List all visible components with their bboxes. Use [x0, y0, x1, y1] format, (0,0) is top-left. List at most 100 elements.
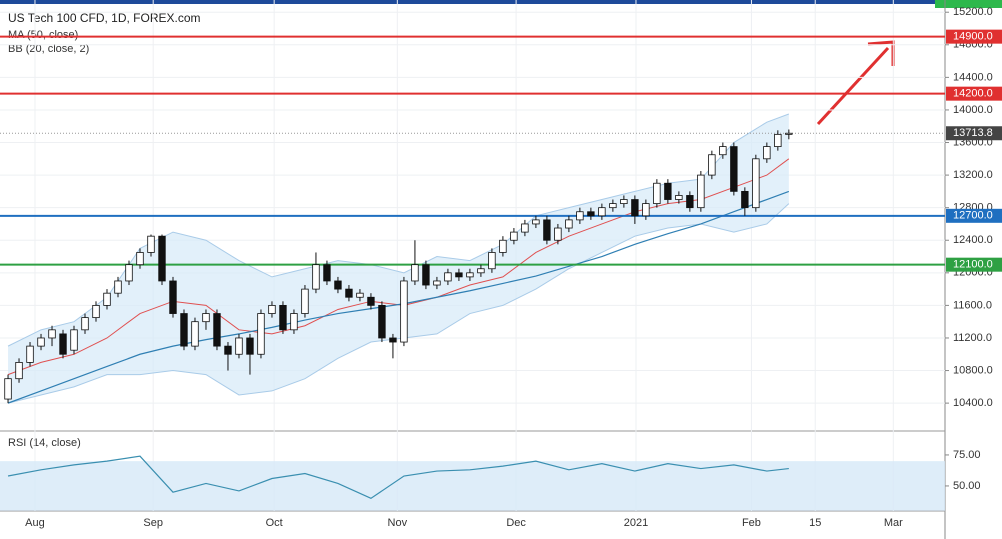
- level-badge: [946, 257, 1002, 272]
- last-price-badge: [946, 126, 1002, 141]
- candle-body: [268, 304, 276, 314]
- candle-body: [246, 337, 254, 355]
- candle-body: [631, 199, 639, 217]
- level-label: 14900.0: [953, 31, 993, 43]
- candle-body: [59, 333, 67, 355]
- candle-body: [125, 264, 133, 282]
- y-tick-label: 11200.0: [953, 332, 992, 344]
- candle-body: [70, 329, 78, 351]
- candle-body: [752, 158, 760, 209]
- rsi-label: RSI (14, close): [8, 437, 81, 449]
- candle-body: [763, 146, 771, 160]
- candle-body: [103, 292, 111, 306]
- candle-body: [301, 288, 309, 314]
- candle-body: [400, 280, 408, 343]
- candle-body: [565, 219, 573, 229]
- chart-title: US Tech 100 CFD, 1D, FOREX.com: [8, 11, 201, 25]
- arrow-shaft: [816, 46, 890, 126]
- candle-body: [642, 203, 650, 217]
- candle-body: [785, 132, 793, 135]
- candle-body: [92, 304, 100, 319]
- rsi-line: [7, 455, 789, 500]
- candle-body: [664, 182, 672, 200]
- candle-body: [389, 337, 397, 343]
- candle-body: [598, 207, 606, 217]
- x-tick-label: Feb: [742, 517, 761, 529]
- candle-body: [213, 313, 221, 347]
- candle-body: [675, 195, 683, 200]
- x-tick-label: Mar: [884, 517, 903, 529]
- y-tick-label: 12400.0: [953, 234, 993, 246]
- y-tick-label: 50.00: [953, 480, 981, 492]
- candle-body: [290, 313, 298, 331]
- candle-body: [169, 280, 177, 314]
- candle-body: [411, 264, 419, 282]
- candle-body: [719, 146, 727, 156]
- candle-body: [477, 268, 485, 274]
- y-tick-label: 14400.0: [953, 71, 993, 83]
- candle-body: [378, 304, 386, 339]
- level-badge: [946, 208, 1002, 223]
- indicator-label: MA (50, close): [8, 29, 78, 41]
- candle-body: [532, 219, 540, 225]
- candle-body: [708, 154, 716, 176]
- candle-body: [180, 313, 188, 347]
- level-badge: [946, 86, 1002, 101]
- candle-body: [455, 272, 463, 278]
- candle-body: [136, 252, 144, 266]
- candle-body: [510, 231, 518, 241]
- rsi-band: [0, 461, 945, 511]
- candle-body: [235, 337, 243, 355]
- candle-body: [433, 280, 441, 286]
- x-tick-label: 2021: [624, 517, 648, 529]
- candle-body: [345, 288, 353, 298]
- candle-body: [367, 296, 375, 306]
- top-badge: [935, 0, 1002, 8]
- candle-body: [686, 195, 694, 209]
- candle-body: [554, 227, 562, 241]
- candle-body: [81, 317, 89, 331]
- candle-body: [147, 235, 155, 253]
- candle-body: [312, 264, 320, 290]
- candle-body: [224, 345, 232, 355]
- level-label: 12700.0: [953, 210, 993, 222]
- candle-body: [334, 280, 342, 290]
- candle-body: [257, 313, 265, 355]
- candle-body: [26, 345, 34, 363]
- candle-body: [202, 313, 210, 323]
- candle-body: [521, 223, 529, 233]
- y-tick-label: 15200.0: [953, 6, 993, 18]
- candle-body: [466, 272, 474, 278]
- level-badge: [946, 29, 1002, 44]
- indicator-label: BB (20, close, 2): [8, 43, 89, 55]
- candle-body: [158, 235, 166, 282]
- x-tick-label: Oct: [266, 517, 283, 529]
- candle-body: [323, 264, 331, 282]
- y-tick-label: 10800.0: [953, 364, 993, 376]
- x-tick-label: 15: [809, 517, 821, 529]
- candle-body: [356, 292, 364, 298]
- candle-body: [37, 337, 45, 347]
- candle-body: [191, 321, 199, 347]
- last-price-label: 13713.8: [953, 127, 993, 139]
- x-tick-label: Sep: [143, 517, 163, 529]
- candle-body: [774, 133, 782, 147]
- candle-body: [114, 280, 122, 294]
- candle-body: [620, 199, 628, 204]
- candle-body: [609, 203, 617, 209]
- level-label: 12100.0: [953, 259, 993, 271]
- candle-body: [543, 219, 551, 241]
- candle-body: [653, 182, 661, 204]
- y-tick-label: 10400.0: [953, 397, 993, 409]
- x-tick-label: Nov: [388, 517, 408, 529]
- candle-body: [279, 304, 287, 331]
- top-bar: [0, 0, 935, 4]
- candle-body: [15, 362, 23, 380]
- level-label: 14200.0: [953, 88, 993, 100]
- candle-body: [444, 272, 452, 282]
- candle-body: [499, 239, 507, 253]
- candle-body: [422, 264, 430, 286]
- candle-body: [730, 146, 738, 192]
